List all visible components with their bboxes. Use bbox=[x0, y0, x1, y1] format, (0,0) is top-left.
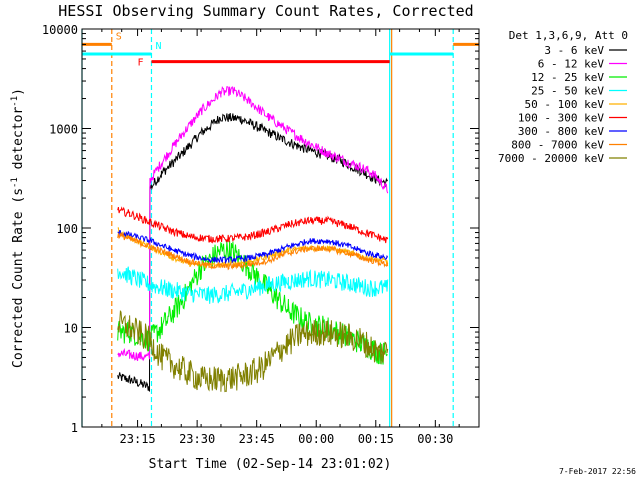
legend-label-2: 12 - 25 keV bbox=[531, 71, 604, 84]
x-tick-label-5: 00:30 bbox=[417, 432, 453, 446]
legend-label-1: 6 - 12 keV bbox=[538, 58, 605, 71]
y-tick-label-0: 1 bbox=[71, 421, 78, 435]
x-axis-label: Start Time (02-Sep-14 23:01:02) bbox=[149, 457, 392, 472]
y-axis-label-part1: Corrected Count Rate (s bbox=[11, 188, 26, 368]
series-line-0 bbox=[117, 113, 389, 392]
x-axis: 23:15 23:30 23:45 00:00 00:15 00:30 bbox=[81, 29, 480, 446]
legend-label-3: 25 - 50 keV bbox=[531, 85, 604, 98]
y-axis: 1 10 100 1000 10000 bbox=[42, 23, 479, 435]
y-tick-label-2: 100 bbox=[56, 222, 78, 236]
series-line-5 bbox=[117, 206, 389, 244]
state-overlays: S N F bbox=[82, 31, 479, 69]
series-line-6 bbox=[117, 230, 389, 265]
legend-label-5: 100 - 300 keV bbox=[518, 112, 604, 125]
series-line-7 bbox=[117, 232, 389, 271]
y-tick-label-3: 1000 bbox=[49, 123, 78, 137]
footer-date: 7-Feb-2017 22:56 bbox=[559, 467, 636, 476]
x-tick-label-2: 23:45 bbox=[239, 432, 275, 446]
legend-header: Det 1,3,6,9, Att 0 bbox=[509, 29, 628, 42]
y-axis-label-sup2: -1 bbox=[10, 96, 20, 107]
overlay-label-N: N bbox=[155, 41, 161, 52]
series-line-1 bbox=[117, 85, 389, 362]
overlay-label-S: S bbox=[116, 31, 122, 42]
y-tick-label-1: 10 bbox=[64, 322, 78, 336]
y-axis-label-close: ) bbox=[11, 88, 26, 96]
legend-label-4: 50 - 100 keV bbox=[525, 98, 605, 111]
y-axis-label: Corrected Count Rate (s-1 detector-1) bbox=[10, 88, 26, 368]
legend-label-6: 300 - 800 keV bbox=[518, 125, 604, 138]
legend-label-0: 3 - 6 keV bbox=[544, 44, 604, 57]
x-tick-label-4: 00:15 bbox=[358, 432, 394, 446]
series-group bbox=[117, 85, 389, 393]
overlay-label-F: F bbox=[137, 58, 143, 69]
series-line-8 bbox=[117, 309, 389, 393]
y-axis-label-sup1: -1 bbox=[10, 177, 20, 188]
x-tick-label-1: 23:30 bbox=[179, 432, 215, 446]
x-tick-label-3: 00:00 bbox=[298, 432, 334, 446]
y-tick-label-4: 10000 bbox=[42, 23, 78, 37]
y-axis-label-part2: detector bbox=[11, 107, 26, 178]
x-tick-label-0: 23:15 bbox=[120, 432, 156, 446]
legend-label-7: 800 - 7000 keV bbox=[511, 139, 604, 152]
legend-label-8: 7000 - 20000 keV bbox=[498, 152, 604, 165]
chart-title: HESSI Observing Summary Count Rates, Cor… bbox=[58, 2, 473, 20]
series-line-3 bbox=[117, 266, 389, 304]
